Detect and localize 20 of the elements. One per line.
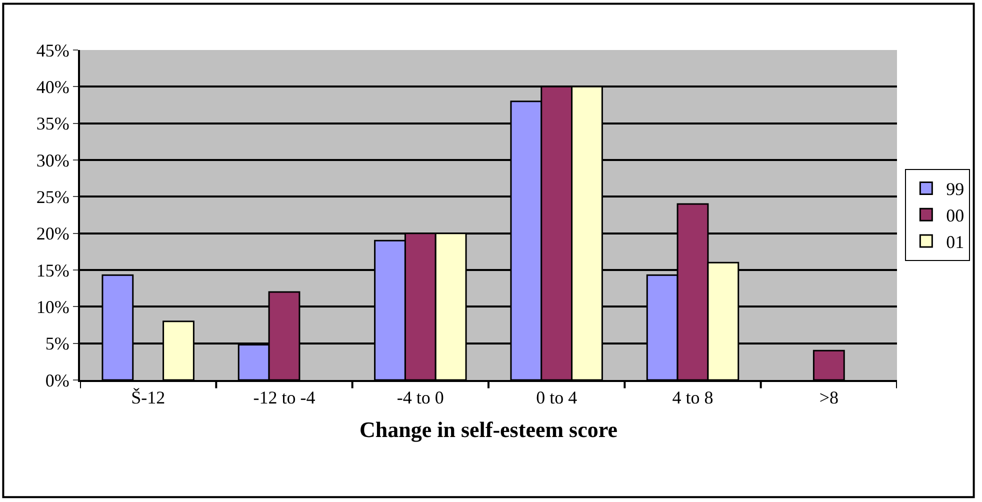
y-tick-label: 25% — [36, 186, 70, 207]
x-tick-label: -4 to 0 — [396, 388, 444, 408]
legend-label: 01 — [946, 232, 964, 252]
x-tick-label: 0 to 4 — [536, 388, 578, 408]
y-tick-label: 0% — [45, 370, 70, 390]
x-axis-title: Change in self-esteem score — [359, 417, 618, 442]
y-tick-label: 10% — [36, 296, 70, 317]
y-tick-label: 45% — [36, 40, 70, 60]
y-tick-label: 40% — [36, 76, 70, 97]
x-tick-label: >8 — [819, 388, 838, 408]
y-tick-label: 30% — [36, 150, 70, 170]
x-tick-label: Š-12 — [131, 388, 166, 408]
x-tick-label: 4 to 8 — [672, 388, 714, 408]
y-tick-label: 5% — [45, 334, 70, 354]
x-tick-label: -12 to -4 — [253, 388, 316, 408]
legend-label: 99 — [946, 179, 964, 200]
y-tick-label: 20% — [36, 224, 70, 244]
legend-label: 00 — [946, 206, 964, 226]
y-tick-label: 35% — [36, 114, 70, 134]
y-tick-label: 15% — [36, 260, 70, 280]
